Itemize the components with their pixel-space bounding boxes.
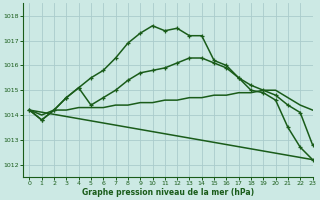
X-axis label: Graphe pression niveau de la mer (hPa): Graphe pression niveau de la mer (hPa): [82, 188, 254, 197]
